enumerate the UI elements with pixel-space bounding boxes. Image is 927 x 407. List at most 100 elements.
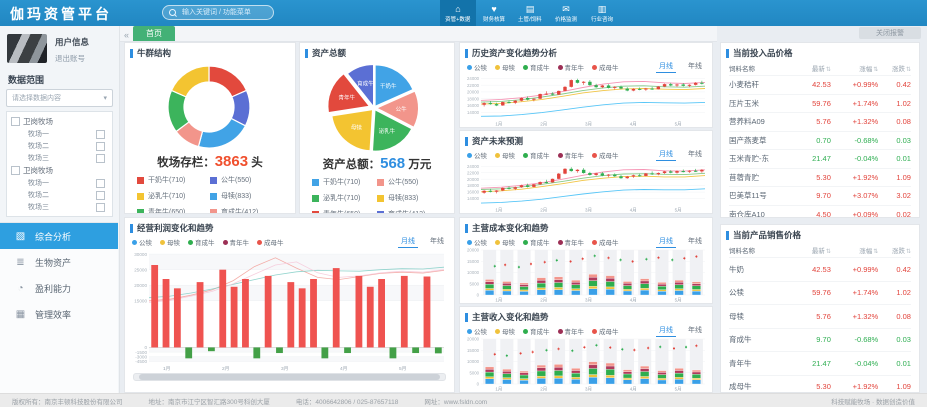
column-header[interactable]: 最新⇅	[811, 65, 831, 73]
checkbox[interactable]	[96, 141, 105, 151]
legend-item[interactable]: 泌乳牛(710)	[137, 191, 210, 201]
legend-item[interactable]: 育成牛(412)	[210, 207, 283, 213]
nav-item-2[interactable]: ♥ 财务核算	[476, 0, 512, 26]
legend-item[interactable]: 母犊	[160, 237, 180, 247]
yearly-button[interactable]: 年线	[688, 238, 702, 245]
legend-item[interactable]: 干奶牛(710)	[137, 175, 210, 185]
sidebar-item-4[interactable]: ▦ 管理效率	[0, 301, 118, 327]
table-row[interactable]: 青年牛 21.47 -0.04% 0.01	[729, 351, 911, 375]
legend-item[interactable]: 泌乳牛(710)	[312, 193, 377, 203]
table-row[interactable]: 营养料A09 5.76 +1.32% 0.08	[729, 112, 911, 131]
legend-item[interactable]: 公牛(550)	[210, 175, 283, 185]
legend-item[interactable]: 母犊	[495, 237, 515, 247]
checkbox[interactable]	[96, 153, 105, 163]
tree-group-2[interactable]: 卫岗牧场	[11, 164, 108, 177]
legend-item[interactable]: 青年牛	[222, 237, 249, 247]
monthly-button[interactable]: 月线	[656, 61, 676, 73]
legend-item[interactable]: 青年牛(650)	[312, 209, 377, 213]
close-alarm-button[interactable]: 关闭报警	[859, 27, 921, 39]
legend-item[interactable]: 成母牛	[592, 150, 619, 160]
legend-item[interactable]: 公牛(550)	[377, 177, 442, 187]
legend-item[interactable]: 干奶牛(710)	[312, 177, 377, 187]
checkbox[interactable]	[96, 202, 105, 212]
income-stacked-chart[interactable]: 20000 15000 10000 5000 0 1月 2月 3月 4月 5月	[460, 337, 708, 392]
legend-item[interactable]: 育成牛	[523, 237, 550, 247]
legend-item[interactable]: 青年牛	[557, 237, 584, 247]
global-search[interactable]	[162, 5, 274, 20]
tree-item[interactable]: 牧场三	[11, 201, 108, 213]
legend-item[interactable]: 公犊	[467, 326, 487, 336]
legend-item[interactable]: 母犊	[495, 326, 515, 336]
sort-icon[interactable]: ⇅	[873, 66, 879, 73]
checkbox[interactable]	[11, 117, 20, 126]
yearly-button[interactable]: 年线	[688, 63, 702, 70]
tree-item[interactable]: 牧场三	[11, 152, 108, 164]
column-header[interactable]: 涨跌⇅	[891, 65, 911, 73]
legend-item[interactable]: 育成牛	[188, 237, 215, 247]
monthly-button[interactable]: 月线	[656, 325, 676, 337]
legend-item[interactable]: 育成牛	[523, 62, 550, 72]
table-row[interactable]: 苜蓿青贮 5.30 +1.92% 1.09	[729, 167, 911, 187]
sort-icon[interactable]: ⇅	[825, 248, 831, 255]
legend-item[interactable]: 公犊	[467, 150, 487, 160]
nav-item-1[interactable]: ⌂ 资管+数据	[440, 0, 476, 26]
legend-item[interactable]: 青年牛	[557, 150, 584, 160]
legend-item[interactable]: 青年牛	[557, 62, 584, 72]
table-row[interactable]: 成母牛 5.30 +1.92% 1.09	[729, 374, 911, 393]
table-row[interactable]: 南仓库A10 4.50 +0.09% 0.02	[729, 204, 911, 217]
checkbox[interactable]	[96, 190, 105, 200]
column-header[interactable]: 涨跌⇅	[891, 247, 911, 255]
search-input[interactable]	[180, 8, 267, 17]
column-header[interactable]: 涨幅⇅	[859, 65, 879, 73]
legend-item[interactable]: 公犊	[132, 237, 152, 247]
column-header[interactable]: 最新⇅	[811, 247, 831, 255]
table-row[interactable]: 育成牛 9.70 -0.68% 0.03	[729, 327, 911, 352]
monthly-button[interactable]: 月线	[656, 149, 676, 161]
tree-item[interactable]: 牧场一	[11, 177, 108, 189]
monthly-button[interactable]: 月线	[656, 236, 676, 248]
tree-item[interactable]: 牧场二	[11, 140, 108, 152]
logout-link[interactable]: 退出账号	[55, 54, 85, 63]
cost-stacked-chart[interactable]: 20000 15000 10000 5000 0 1月 2月 3月 4月 5月	[460, 248, 708, 303]
legend-item[interactable]: 成母牛	[592, 62, 619, 72]
table-row[interactable]: 公犊 59.76 +1.74% 1.02	[729, 280, 911, 305]
table-row[interactable]: 母犊 5.76 +1.32% 0.08	[729, 304, 911, 328]
checkbox[interactable]	[96, 178, 105, 188]
legend-item[interactable]: 成母牛	[592, 237, 619, 247]
sidebar-item-3[interactable]: ◔ 盈利能力	[0, 275, 118, 301]
legend-item[interactable]: 育成牛(412)	[377, 209, 442, 213]
sort-icon[interactable]: ⇅	[825, 66, 831, 73]
legend-item[interactable]: 青年牛	[557, 326, 584, 336]
tree-item[interactable]: 牧场一	[11, 128, 108, 140]
tab-home[interactable]: 首页	[133, 26, 176, 41]
sidebar-item-2[interactable]: ≣ 生物资产	[0, 249, 118, 275]
nav-item-3[interactable]: ▤ 土管/饲料	[512, 0, 548, 26]
nav-item-5[interactable]: ▥ 行业咨询	[584, 0, 620, 26]
legend-item[interactable]: 母犊	[495, 62, 515, 72]
legend-item[interactable]: 成母牛	[592, 326, 619, 336]
legend-item[interactable]: 母犊(833)	[210, 191, 283, 201]
legend-item[interactable]: 成母牛	[257, 237, 284, 247]
profit-bar-chart[interactable]: 30000 25000 20000 15000 0-1500-3000-4500 1月 2月…	[125, 248, 448, 372]
yearly-button[interactable]: 年线	[688, 151, 702, 158]
yearly-button[interactable]: 年线	[688, 327, 702, 334]
scope-dropdown[interactable]: 请选择数据内容 ▾	[6, 89, 113, 107]
table-row[interactable]: 国产燕麦草 0.70 -0.68% 0.03	[729, 130, 911, 150]
checkbox[interactable]	[96, 129, 105, 139]
legend-item[interactable]: 育成牛	[523, 150, 550, 160]
sort-icon[interactable]: ⇅	[905, 66, 911, 73]
sidebar-item-1[interactable]: ▧ 综合分析	[0, 223, 118, 249]
legend-item[interactable]: 育成牛	[523, 326, 550, 336]
checkbox[interactable]	[11, 166, 20, 175]
column-header[interactable]: 涨幅⇅	[859, 247, 879, 255]
chart-scrollbar[interactable]	[133, 373, 446, 381]
table-row[interactable]: 玉米青贮-东 21.47 -0.04% 0.01	[729, 149, 911, 168]
footer-website[interactable]: 网址：www.fsldn.com	[424, 398, 488, 406]
table-row[interactable]: 压片玉米 59.76 +1.74% 1.02	[729, 93, 911, 113]
table-row[interactable]: 牛奶 42.53 +0.99% 0.42	[729, 257, 911, 281]
legend-item[interactable]: 公犊	[467, 237, 487, 247]
collapse-sidebar-icon[interactable]: «	[124, 30, 130, 40]
